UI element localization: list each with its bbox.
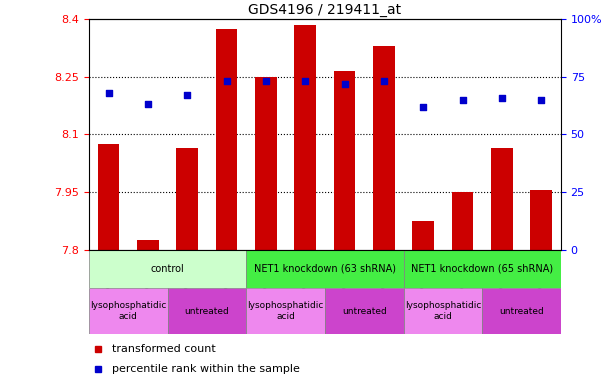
Point: [143, 101, 153, 108]
Text: untreated: untreated: [342, 306, 387, 316]
Bar: [97, 144, 120, 250]
Bar: [452, 192, 473, 250]
Text: lysophosphatidic
acid: lysophosphatidic acid: [248, 301, 324, 321]
Point: [300, 78, 310, 84]
Point: [536, 97, 546, 103]
Text: untreated: untreated: [499, 306, 544, 316]
Text: NET1 knockdown (65 shRNA): NET1 knockdown (65 shRNA): [411, 264, 554, 274]
Text: transformed count: transformed count: [113, 344, 216, 354]
Text: lysophosphatidic
acid: lysophosphatidic acid: [405, 301, 481, 321]
Point: [458, 97, 468, 103]
Bar: [167, 288, 246, 334]
Point: [261, 78, 271, 84]
Bar: [89, 250, 246, 288]
Point: [418, 104, 428, 110]
Bar: [413, 221, 434, 250]
Bar: [294, 25, 316, 250]
Bar: [255, 77, 276, 250]
Bar: [325, 288, 403, 334]
Bar: [403, 250, 561, 288]
Point: [497, 94, 507, 101]
Point: [222, 78, 232, 84]
Bar: [177, 148, 198, 250]
Text: percentile rank within the sample: percentile rank within the sample: [113, 364, 300, 374]
Point: [340, 81, 349, 87]
Point: [182, 92, 192, 98]
Bar: [491, 148, 512, 250]
Text: lysophosphatidic
acid: lysophosphatidic acid: [90, 301, 166, 321]
Bar: [137, 240, 159, 250]
Bar: [530, 190, 552, 250]
Bar: [482, 288, 561, 334]
Title: GDS4196 / 219411_at: GDS4196 / 219411_at: [248, 3, 402, 17]
Bar: [246, 288, 325, 334]
Bar: [373, 46, 395, 250]
Bar: [216, 29, 237, 250]
Point: [379, 78, 389, 84]
Bar: [89, 288, 167, 334]
Point: [104, 90, 113, 96]
Text: NET1 knockdown (63 shRNA): NET1 knockdown (63 shRNA): [254, 264, 396, 274]
Text: control: control: [151, 264, 185, 274]
Bar: [403, 288, 482, 334]
Bar: [246, 250, 403, 288]
Text: untreated: untreated: [185, 306, 229, 316]
Bar: [333, 71, 356, 250]
